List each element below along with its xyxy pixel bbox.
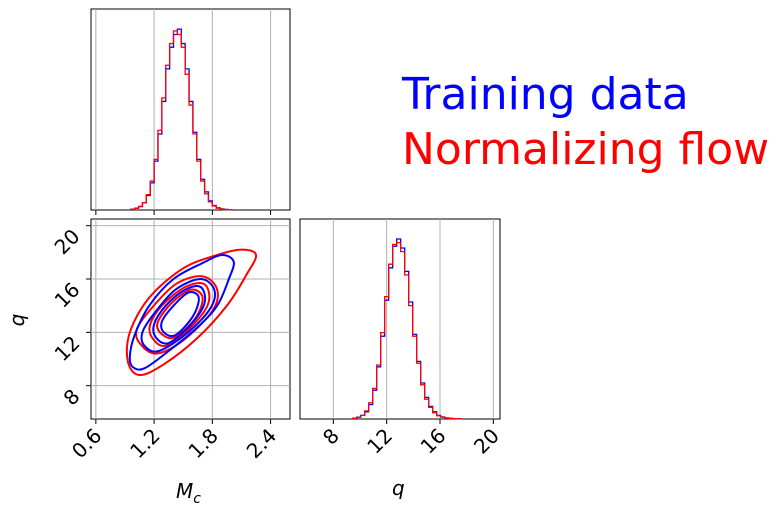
tick-label-mc-0: 0.6 xyxy=(67,424,106,463)
tick-label-q-x-0: 8 xyxy=(318,424,344,450)
panel-mc-marginal xyxy=(90,8,291,215)
contour-flow-inner2 xyxy=(156,288,204,340)
contour-training-mid xyxy=(140,277,216,353)
histogram-q-flow xyxy=(352,241,462,420)
tick-label-q-y-3: 20 xyxy=(50,224,85,259)
contour-flow-outer xyxy=(125,248,258,377)
tick-label-mc-2: 1.8 xyxy=(183,424,222,463)
tick-label-q-y-0: 8 xyxy=(59,384,85,410)
legend-normalizing-flow: Normalizing flow xyxy=(402,124,769,175)
x-axis-label-mc: Mc xyxy=(176,479,201,507)
panel-br-frame xyxy=(299,218,501,420)
histogram-mc-flow xyxy=(130,30,233,211)
contour-flow-inner1 xyxy=(148,282,211,347)
contour-training-inner2 xyxy=(160,291,200,338)
panel-q-marginal: 8 12 16 20 xyxy=(299,218,504,459)
contour-training-outer xyxy=(128,253,235,371)
tick-label-q-x-3: 20 xyxy=(469,424,504,459)
y-axis-label-q: q xyxy=(5,314,29,327)
x-axis-label-mc-main: M xyxy=(176,479,193,503)
x-axis-label-mc-sub: c xyxy=(193,491,201,507)
tick-label-mc-1: 1.2 xyxy=(125,424,164,463)
tick-label-q-y-2: 16 xyxy=(50,278,85,313)
legend-training-data: Training data xyxy=(401,69,689,120)
tick-label-q-x-2: 16 xyxy=(416,424,451,459)
x-axis-label-q: q xyxy=(392,476,405,500)
panel-mc-q-joint: 0.6 1.2 1.8 2.4 8 12 16 20 xyxy=(50,218,291,463)
contour-training-inner1 xyxy=(152,285,207,345)
tick-label-q-x-1: 12 xyxy=(362,424,397,459)
panel-top-frame xyxy=(90,8,291,211)
tick-label-mc-3: 2.4 xyxy=(242,424,281,463)
tick-label-q-y-1: 12 xyxy=(50,331,85,366)
